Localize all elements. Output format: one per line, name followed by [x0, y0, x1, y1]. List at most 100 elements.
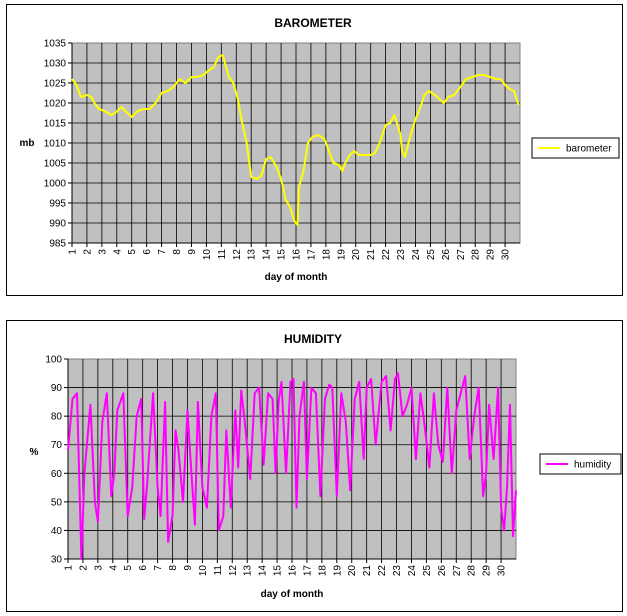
data-point — [478, 387, 480, 389]
data-point — [509, 88, 511, 90]
data-point — [201, 487, 203, 489]
x-tick-label: 16 — [292, 249, 303, 261]
y-tick-label: 1025 — [44, 79, 67, 90]
data-point — [265, 158, 267, 160]
data-point — [460, 392, 462, 394]
data-point — [149, 108, 151, 110]
data-point — [477, 74, 479, 76]
data-point — [155, 102, 157, 104]
x-tick-label: 12 — [228, 565, 239, 577]
data-point — [518, 104, 520, 106]
x-tick-label: 26 — [441, 249, 452, 261]
data-point — [272, 398, 274, 400]
data-point — [419, 108, 421, 110]
x-tick-label: 5 — [123, 565, 134, 571]
x-tick-label: 23 — [396, 249, 407, 261]
x-tick-label: 18 — [321, 249, 332, 261]
data-point — [298, 186, 300, 188]
data-point — [86, 94, 88, 96]
data-point — [167, 541, 169, 543]
data-point — [451, 472, 453, 474]
data-point — [349, 489, 351, 491]
data-point — [270, 156, 272, 158]
data-point — [67, 449, 69, 451]
x-tick-label: 25 — [426, 249, 437, 261]
data-point — [473, 415, 475, 417]
data-point — [237, 98, 239, 100]
data-point — [404, 156, 406, 158]
data-point — [243, 415, 245, 417]
data-point — [143, 518, 145, 520]
data-point — [482, 495, 484, 497]
data-point — [385, 375, 387, 377]
y-tick-label: 1035 — [44, 39, 67, 50]
data-point — [390, 429, 392, 431]
data-point — [281, 381, 283, 383]
y-tick-label: 1015 — [44, 119, 67, 130]
data-point — [345, 421, 347, 423]
data-point — [437, 444, 439, 446]
data-point — [297, 224, 299, 226]
y-tick-label: 1030 — [44, 59, 67, 70]
data-point — [363, 458, 365, 460]
data-point — [493, 458, 495, 460]
data-point — [182, 501, 184, 503]
x-tick-label: 10 — [202, 249, 213, 261]
data-point — [237, 467, 239, 469]
data-point — [120, 106, 122, 108]
x-tick-label: 6 — [142, 249, 153, 255]
chart-title: BAROMETER — [274, 16, 352, 30]
barometer-chart-panel: BAROMETER 985 990 995 1000 1005 1010 1015 1020 10… — [6, 4, 623, 296]
data-point — [80, 558, 82, 560]
x-tick-label: 24 — [407, 565, 418, 577]
data-point — [160, 515, 162, 517]
data-point — [471, 76, 473, 78]
data-point — [290, 381, 292, 383]
data-point — [113, 472, 115, 474]
data-point — [71, 78, 73, 80]
x-tick-label: 18 — [317, 565, 328, 577]
x-axis-label: day of month — [261, 589, 324, 600]
series-line-barometer — [71, 54, 520, 226]
data-point — [122, 392, 124, 394]
data-point — [90, 96, 92, 98]
data-point — [97, 521, 99, 523]
data-point — [310, 387, 312, 389]
data-point — [140, 398, 142, 400]
data-point — [110, 114, 112, 116]
x-tick-label: 27 — [452, 565, 463, 577]
data-point — [175, 429, 177, 431]
data-point — [341, 170, 343, 172]
data-point — [256, 178, 258, 180]
data-point — [328, 384, 330, 386]
data-point — [433, 392, 435, 394]
data-point — [397, 372, 399, 374]
y-tick-label: 70 — [51, 440, 63, 451]
data-point — [285, 198, 287, 200]
data-point — [278, 401, 280, 403]
data-point — [98, 108, 100, 110]
data-point — [306, 478, 308, 480]
data-point — [489, 76, 491, 78]
data-point — [406, 404, 408, 406]
x-tick-label: 3 — [97, 249, 108, 255]
data-point — [225, 429, 227, 431]
y-tick-label: 80 — [51, 412, 63, 423]
data-point — [164, 401, 166, 403]
data-point — [222, 515, 224, 517]
x-tick-label: 27 — [456, 249, 467, 261]
y-axis-label: % — [30, 447, 39, 458]
x-tick-label: 23 — [392, 565, 403, 577]
x-tick-label: 4 — [112, 249, 123, 255]
data-point — [94, 501, 96, 503]
data-point — [328, 150, 330, 152]
x-tick-label: 7 — [153, 565, 164, 571]
data-point — [206, 507, 208, 509]
data-point — [172, 515, 174, 517]
data-point — [344, 162, 346, 164]
data-point — [370, 154, 372, 156]
data-point — [394, 114, 396, 116]
y-tick-label: 995 — [49, 199, 66, 210]
x-tick-label: 6 — [138, 565, 149, 571]
